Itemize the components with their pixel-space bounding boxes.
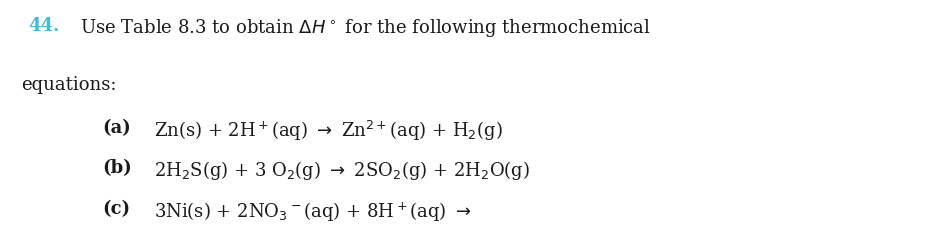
- Text: Use Table 8.3 to obtain $\Delta H^\circ$ for the following thermochemical: Use Table 8.3 to obtain $\Delta H^\circ$…: [80, 17, 650, 39]
- Text: (b): (b): [102, 159, 131, 178]
- Text: 44.: 44.: [28, 17, 59, 35]
- Text: (c): (c): [102, 200, 130, 218]
- Text: (a): (a): [102, 119, 130, 137]
- Text: Zn(s) + 2H$^+$(aq) $\rightarrow$ Zn$^{2+}$(aq) + H$_2$(g): Zn(s) + 2H$^+$(aq) $\rightarrow$ Zn$^{2+…: [154, 119, 502, 143]
- Text: 2H$_2$S(g) + 3 O$_2$(g) $\rightarrow$ 2SO$_2$(g) + 2H$_2$O(g): 2H$_2$S(g) + 3 O$_2$(g) $\rightarrow$ 2S…: [154, 159, 530, 183]
- Text: equations:: equations:: [21, 76, 116, 94]
- Text: 3Ni(s) + 2NO$_3$$^-$(aq) + 8H$^+$(aq) $\rightarrow$: 3Ni(s) + 2NO$_3$$^-$(aq) + 8H$^+$(aq) $\…: [154, 200, 471, 223]
